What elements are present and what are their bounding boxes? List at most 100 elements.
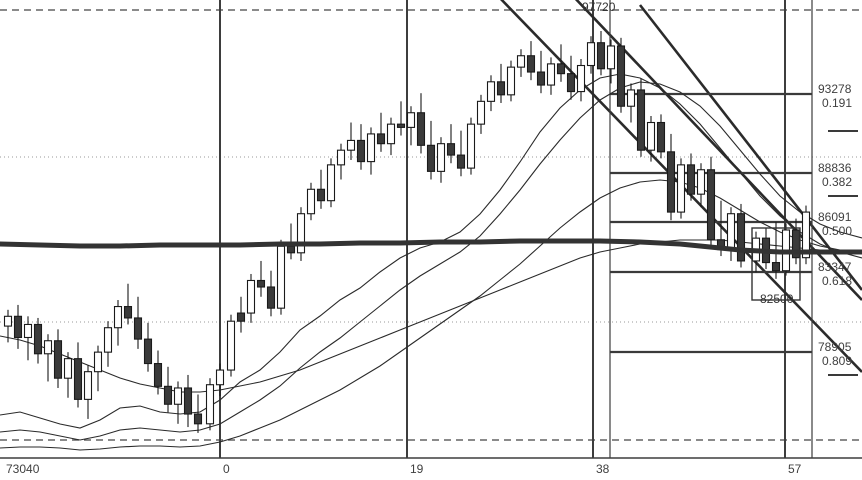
fib-price-label-2: 86091 <box>818 210 852 224</box>
candlestick[interactable] <box>83 365 93 419</box>
candlestick[interactable] <box>696 163 706 208</box>
candlestick[interactable] <box>801 205 811 265</box>
candle-body-down <box>316 188 326 202</box>
candlestick[interactable] <box>93 345 103 392</box>
candlestick[interactable] <box>13 304 23 349</box>
candlestick[interactable] <box>286 223 296 260</box>
candlestick[interactable] <box>246 273 256 323</box>
candle-body-down <box>736 213 746 262</box>
candle-body-up <box>103 327 113 353</box>
candle-body-down <box>616 45 626 107</box>
candlestick[interactable] <box>43 334 53 382</box>
candlestick[interactable] <box>356 124 366 170</box>
candle-body-down <box>416 112 426 146</box>
candlestick[interactable] <box>626 83 636 123</box>
candlestick[interactable] <box>426 120 436 180</box>
candlestick[interactable] <box>183 374 193 428</box>
candlestick[interactable] <box>123 283 133 325</box>
candlestick[interactable] <box>586 36 596 74</box>
candlestick[interactable] <box>153 350 163 395</box>
candlestick[interactable] <box>686 153 696 201</box>
candlestick[interactable] <box>396 101 406 136</box>
candlestick[interactable] <box>546 57 556 95</box>
candlestick[interactable] <box>556 44 566 82</box>
candlestick[interactable] <box>456 130 466 177</box>
candlestick[interactable] <box>536 50 546 94</box>
candlestick[interactable] <box>791 218 801 265</box>
candlestick[interactable] <box>606 39 616 84</box>
candlestick[interactable] <box>526 41 536 81</box>
candlestick[interactable] <box>73 342 83 408</box>
candlestick[interactable] <box>496 63 506 103</box>
trendline-descending-lower[interactable] <box>572 0 862 301</box>
candlestick[interactable] <box>316 169 326 209</box>
candlestick[interactable] <box>726 207 736 261</box>
candlestick[interactable] <box>193 394 203 433</box>
candlestick[interactable] <box>656 114 666 159</box>
candlestick[interactable] <box>406 106 416 146</box>
candle-body-up <box>696 169 706 195</box>
candlestick[interactable] <box>436 137 446 183</box>
candle-body-up <box>296 213 306 254</box>
candlestick[interactable] <box>566 55 576 100</box>
candlestick[interactable] <box>416 93 426 154</box>
candlestick[interactable] <box>676 158 686 219</box>
candlestick[interactable] <box>163 366 173 413</box>
candlestick[interactable] <box>53 329 63 388</box>
candle-body-up <box>336 149 346 166</box>
candlestick[interactable] <box>63 352 73 398</box>
candlestick[interactable] <box>506 60 516 102</box>
candlestick[interactable] <box>706 156 716 247</box>
trendline-descending-inner[interactable] <box>638 4 862 291</box>
candlestick[interactable] <box>516 49 526 77</box>
candlestick[interactable] <box>173 381 183 424</box>
candlestick[interactable] <box>113 300 123 346</box>
candlestick[interactable] <box>636 78 646 157</box>
candlestick[interactable] <box>486 75 496 112</box>
candle-body-down <box>266 286 276 309</box>
high-price-label: 97720 <box>582 0 616 14</box>
candlestick[interactable] <box>33 317 43 364</box>
candlestick[interactable] <box>3 309 13 343</box>
candlestick[interactable] <box>336 143 346 180</box>
candlestick[interactable] <box>376 112 386 152</box>
candle-body-up <box>83 371 93 400</box>
candlestick[interactable] <box>103 321 113 367</box>
candlestick[interactable] <box>256 260 266 297</box>
x-tick-label-1: 19 <box>410 462 424 476</box>
candlestick[interactable] <box>266 270 276 317</box>
candlestick[interactable] <box>226 314 236 377</box>
candlestick[interactable] <box>276 239 286 315</box>
candlestick[interactable] <box>476 94 486 134</box>
candlestick[interactable] <box>576 59 586 102</box>
candlestick[interactable] <box>646 116 656 162</box>
candlestick[interactable] <box>296 207 306 261</box>
candlestick[interactable] <box>616 37 626 113</box>
candle-body-down <box>666 151 676 213</box>
selection-box[interactable] <box>751 227 801 301</box>
candlestick[interactable] <box>326 158 336 208</box>
candlestick[interactable] <box>306 182 316 221</box>
candlestick[interactable] <box>736 203 746 268</box>
candle-body-down <box>183 387 193 415</box>
heavy-ma-layer <box>0 238 862 255</box>
candlestick[interactable] <box>446 124 456 164</box>
fib-line-layer <box>609 0 858 458</box>
candlestick[interactable] <box>215 363 225 397</box>
fib-ratio-label-4: 0.809 <box>822 354 853 368</box>
candlestick[interactable] <box>346 122 356 160</box>
candlestick[interactable] <box>386 117 396 156</box>
candlestick[interactable] <box>366 127 376 175</box>
fib-price-label-0: 93278 <box>818 82 852 96</box>
candlestick[interactable] <box>596 30 606 76</box>
candlestick[interactable] <box>143 322 153 372</box>
candlestick[interactable] <box>205 378 215 431</box>
candlestick[interactable] <box>236 296 246 333</box>
candlestick[interactable] <box>466 117 476 175</box>
candlestick[interactable] <box>23 316 33 361</box>
candlestick[interactable] <box>133 296 143 349</box>
candlestick[interactable] <box>666 133 676 221</box>
candle-body-down <box>456 154 466 169</box>
